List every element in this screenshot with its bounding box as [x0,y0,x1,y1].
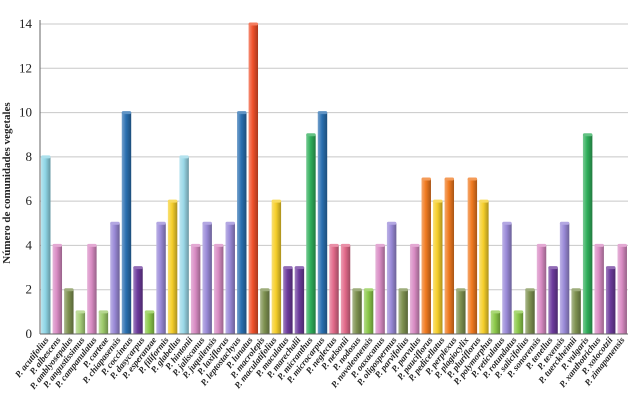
bar [340,243,351,334]
bar [52,243,63,334]
bar [502,221,512,334]
bar [167,199,178,334]
bar [363,288,374,334]
axes [39,20,628,335]
bar [144,310,155,334]
y-axis-title: Número de comunidades vegetales [1,102,13,264]
bar [156,221,166,334]
bar [571,288,581,334]
bar [225,221,235,334]
bar [375,243,385,334]
y-tick-label: 0 [26,326,33,341]
bar [41,155,51,334]
y-tick-label: 10 [19,105,32,120]
bar [283,266,293,334]
bar [479,199,489,334]
bar [536,243,547,334]
bars [41,22,627,334]
bar [559,221,570,334]
bar [110,221,120,334]
bar [421,177,431,334]
bar [121,111,132,334]
bar [271,199,282,334]
bar [490,310,501,334]
bar [352,288,362,334]
bar [179,155,189,334]
bar [444,177,455,334]
bar [467,177,478,334]
bar [409,243,420,334]
bar [133,266,143,334]
bar [582,133,593,334]
bar [213,243,224,334]
bar [317,111,328,334]
bar [260,288,270,334]
bar [248,22,259,334]
bar [202,221,212,334]
y-tick-label: 6 [26,193,33,208]
y-tick-label: 4 [26,237,33,252]
bar [237,111,247,334]
y-tick-label: 12 [19,60,32,75]
y-tick-label: 8 [26,149,33,164]
bar [294,266,305,334]
bar [98,310,109,334]
bar [87,243,97,334]
bar [456,288,466,334]
bar [306,133,316,334]
bar [617,243,627,334]
bar [513,310,524,334]
bar [548,266,558,334]
bar [594,243,604,334]
bar [433,199,443,334]
bar [605,266,616,334]
bar [398,288,408,334]
bar [525,288,535,334]
bar [386,221,397,334]
y-tick-label: 14 [19,16,33,31]
bar [329,243,339,334]
y-tick-label: 2 [26,282,33,297]
bar [75,310,86,334]
bar [64,288,74,334]
bar [190,243,201,334]
